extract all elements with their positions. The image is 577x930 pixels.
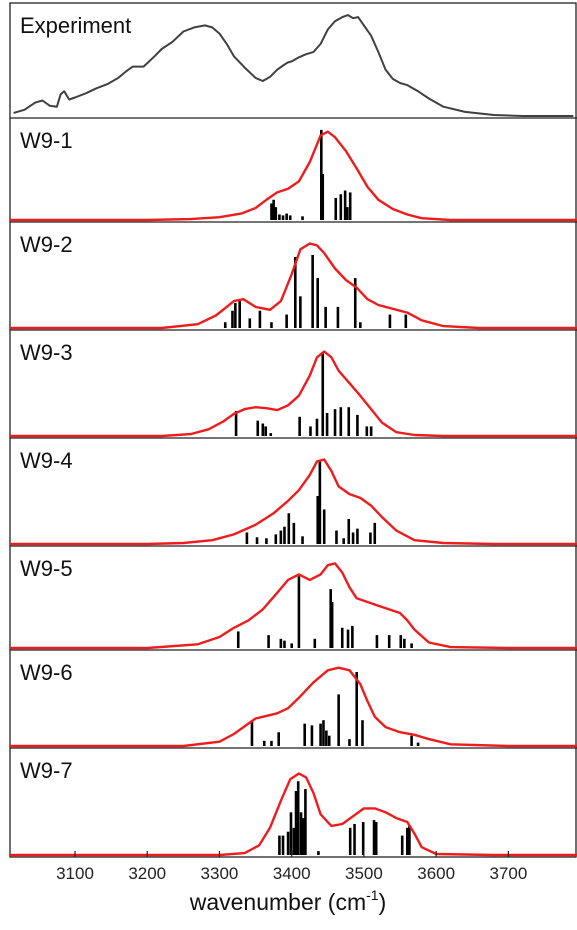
panel-experiment: Experiment: [13, 13, 574, 117]
simulated-spectrum-line: [10, 350, 577, 438]
experiment-spectrum-line: [13, 14, 574, 117]
panel-w9-6: W9-6: [10, 649, 577, 748]
panel-label: Experiment: [20, 13, 131, 38]
x-tick-label: 3500: [345, 864, 383, 883]
simulated-spectrum-line: [10, 562, 577, 650]
panel-w9-4: W9-4: [10, 437, 577, 546]
simulated-spectrum-line: [10, 666, 577, 748]
x-axis-title: wavenumber (cm-1): [189, 887, 387, 915]
x-tick-label: 3400: [273, 864, 311, 883]
simulated-spectrum-line: [10, 242, 577, 330]
x-tick-label: 3300: [201, 864, 239, 883]
panel-w9-7: W9-7: [10, 747, 577, 857]
panel-w9-5: W9-5: [10, 545, 577, 650]
panel-label: W9-5: [20, 556, 73, 581]
simulated-spectrum-line: [10, 130, 577, 222]
simulated-spectrum-line: [10, 772, 577, 857]
x-tick-label: 3100: [56, 864, 94, 883]
x-axis: 3100 3200 3300 3400 3500 3600 3700: [56, 851, 527, 883]
panel-label: W9-2: [20, 232, 73, 257]
panel-w9-3: W9-3: [10, 329, 577, 438]
panel-label: W9-6: [20, 660, 73, 685]
x-tick-label: 3700: [489, 864, 527, 883]
panel-label: W9-4: [20, 448, 73, 473]
panel-w9-2: W9-2: [10, 221, 577, 330]
panel-label: W9-1: [20, 128, 73, 153]
x-tick-label: 3600: [417, 864, 455, 883]
x-tick-label: 3200: [128, 864, 166, 883]
panel-w9-1: W9-1: [10, 117, 577, 222]
plot-frame: [9, 2, 577, 858]
panel-label: W9-7: [20, 758, 73, 783]
panels-layer: Experiment W9-1 W9-2 W9-3 W9-4 W9-5 W9-6 W9-7: [9, 2, 577, 858]
simulated-spectrum-line: [10, 458, 577, 546]
panel-label: W9-3: [20, 340, 73, 365]
